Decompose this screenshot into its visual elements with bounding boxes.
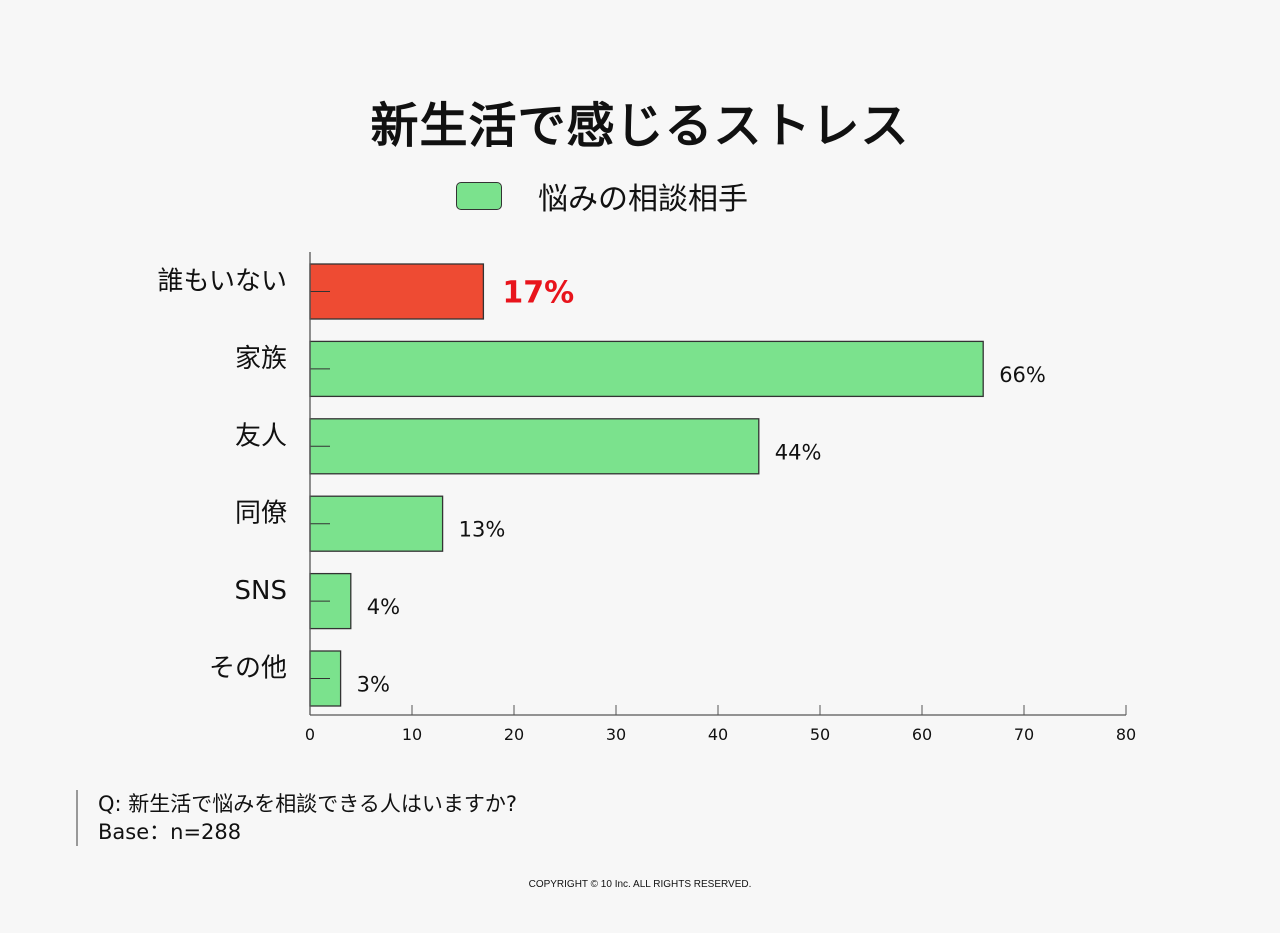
x-tick-label: 70 [1014, 725, 1034, 744]
x-tick-label: 0 [305, 725, 315, 744]
x-tick-label: 80 [1116, 725, 1136, 744]
category-label: その他 [209, 654, 287, 684]
bar [309, 263, 485, 320]
x-tick-label: 40 [708, 725, 728, 744]
value-label: 66% [999, 363, 1046, 387]
legend: 悩みの相談相手 [456, 174, 748, 218]
chart-title: 新生活で感じるストレス [370, 98, 910, 154]
survey-note: Q: 新生活で悩みを相談できる人はいますか? Base：n=288 [76, 790, 517, 846]
x-tick-label: 10 [402, 725, 422, 744]
category-label: 友人 [235, 421, 287, 451]
x-tick-label: 20 [504, 725, 524, 744]
x-tick-label: 30 [606, 725, 626, 744]
x-tick-label: 60 [912, 725, 932, 744]
category-label: SNS [235, 576, 287, 606]
value-label: 4% [367, 595, 400, 619]
value-label: 17% [502, 276, 574, 311]
bar [309, 340, 984, 398]
category-label: 誰もいない [158, 267, 287, 297]
survey-base: Base：n=288 [98, 820, 242, 844]
category-label: 家族 [235, 344, 287, 374]
value-label: 13% [459, 518, 506, 542]
survey-question: Q: 新生活で悩みを相談できる人はいますか? [98, 792, 518, 816]
category-label: 同僚 [235, 499, 287, 529]
legend-swatch [456, 182, 502, 210]
copyright: COPYRIGHT © 10 Inc. ALL RIGHTS RESERVED. [528, 879, 752, 890]
legend-label: 悩みの相談相手 [538, 182, 748, 217]
value-label: 44% [775, 440, 822, 464]
x-tick-label: 50 [810, 725, 830, 744]
bar [309, 495, 444, 552]
value-label: 3% [357, 673, 390, 697]
bar [309, 418, 760, 475]
